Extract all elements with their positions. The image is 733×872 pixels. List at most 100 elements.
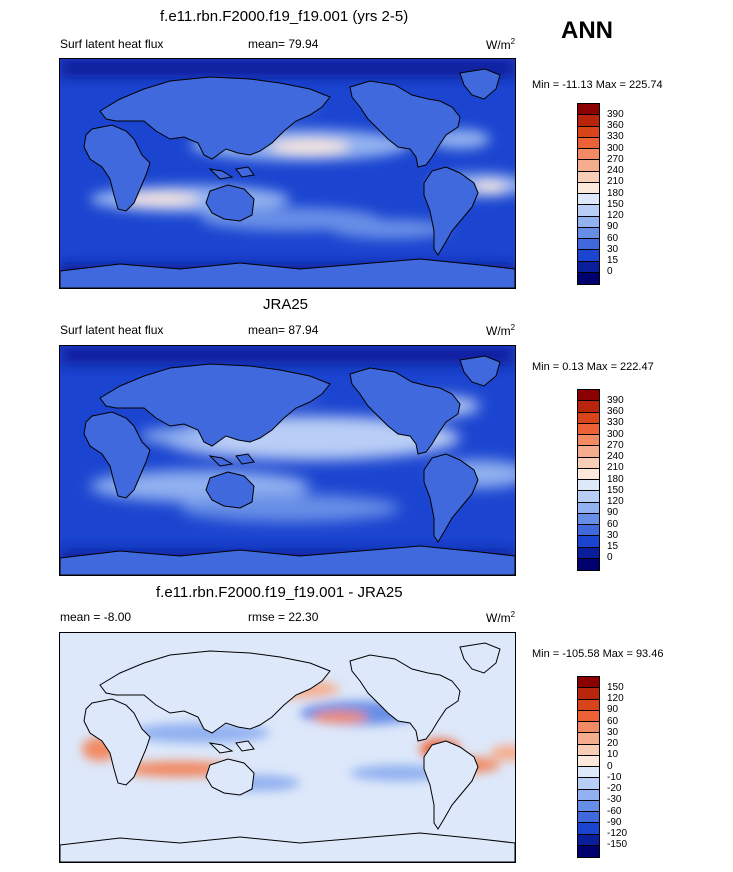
colorbar-tick-label: 150 — [607, 681, 624, 693]
colorbar-tick-label: -60 — [607, 805, 622, 817]
colorbar-swatch — [578, 722, 599, 734]
colorbar-swatch — [578, 800, 599, 812]
colorbar-tick-label: 300 — [607, 428, 624, 440]
colorbar-swatch — [578, 194, 599, 206]
colorbar-tick-label: 390 — [607, 108, 624, 120]
colorbar-swatch — [578, 390, 599, 402]
colorbar-swatch — [578, 547, 599, 559]
colorbar-tick-label: 210 — [607, 462, 624, 474]
colorbar-tick-label: 150 — [607, 484, 624, 496]
colorbar-tick-label: -10 — [607, 771, 622, 783]
colorbar-swatch — [578, 845, 599, 857]
colorbar-swatch — [578, 435, 599, 447]
colorbar-ticks-model: 390 360 330 300 270 240 210 180 150 120 90 60 30 15 0 — [607, 103, 647, 283]
colorbar-tick-label: 90 — [607, 704, 619, 716]
colorbar-swatch — [578, 126, 599, 138]
colorbar-swatch — [578, 558, 599, 570]
colorbar-tick-label: 270 — [607, 439, 624, 451]
colorbar-swatch — [578, 115, 599, 127]
units-label-obs: W/m2 — [486, 323, 516, 338]
colorbar-swatch — [578, 812, 599, 824]
minmax-label-model: Min = -11.13 Max = 225.74 — [532, 79, 663, 91]
colorbar-tick-label: 180 — [607, 187, 624, 199]
colorbar-swatch — [578, 137, 599, 149]
colorbar-tick-label: 120 — [607, 210, 624, 221]
colorbar-swatch — [578, 446, 599, 458]
colorbar-swatch — [578, 272, 599, 284]
colorbar-tick-label: 60 — [607, 518, 619, 530]
field-label-model: Surf latent heat flux — [60, 37, 164, 51]
colorbar-swatch — [578, 227, 599, 239]
colorbar-swatch — [578, 423, 599, 435]
units-label-diff: W/m2 — [486, 610, 516, 625]
colorbar-swatch — [578, 834, 599, 846]
colorbar-tick-label: 0 — [607, 760, 613, 772]
colorbar-obs — [577, 389, 600, 571]
minmax-label-diff: Min = -105.58 Max = 93.46 — [532, 648, 664, 660]
colorbar-tick-label: 270 — [607, 153, 624, 165]
colorbar-tick-label: 210 — [607, 176, 624, 188]
colorbar-tick-label: 15 — [607, 255, 619, 266]
colorbar-swatch — [578, 205, 599, 217]
colorbar-swatch — [578, 778, 599, 790]
colorbar-tick-label: 60 — [607, 232, 619, 244]
colorbar-tick-label: 120 — [607, 693, 624, 704]
panel-title-obs: JRA25 — [263, 296, 309, 313]
colorbar-swatch — [578, 468, 599, 480]
season-label: ANN — [561, 17, 613, 44]
colorbar-ticks-diff: 150 120 90 60 30 20 10 0 -10 -20 -30 -60 -90 -120 -150 — [607, 676, 647, 856]
colorbar-tick-label: 360 — [607, 120, 624, 131]
colorbar-swatch — [578, 744, 599, 756]
panel-title-model: f.e11.rbn.F2000.f19_f19.001 (yrs 2-5) — [160, 8, 409, 25]
colorbar-tick-label: 240 — [607, 451, 624, 462]
colorbar-tick-label: 30 — [607, 726, 619, 738]
colorbar-swatch — [578, 171, 599, 183]
colorbar-swatch — [578, 536, 599, 548]
colorbar-swatch — [578, 513, 599, 525]
colorbar-tick-label: 390 — [607, 394, 624, 406]
map-obs — [59, 345, 516, 576]
colorbar-swatch — [578, 182, 599, 194]
colorbar-swatch — [578, 525, 599, 537]
colorbar-tick-label: -120 — [607, 828, 628, 839]
colorbar-tick-label: 90 — [607, 507, 619, 519]
colorbar-swatch — [578, 699, 599, 711]
colorbar-swatch — [578, 688, 599, 700]
colorbar-swatch — [578, 104, 599, 116]
colorbar-tick-label: 0 — [607, 266, 613, 278]
colorbar-swatch — [578, 261, 599, 273]
colorbar-swatch — [578, 216, 599, 228]
map-diff — [59, 632, 516, 863]
colorbar-swatch — [578, 502, 599, 514]
minmax-label-obs: Min = 0.13 Max = 222.47 — [532, 361, 654, 373]
colorbar-tick-label: -150 — [607, 839, 628, 851]
colorbar-ticks-obs: 390 360 330 300 270 240 210 180 150 120 90 60 30 15 0 — [607, 389, 647, 569]
mean-label-obs: mean= 87.94 — [248, 323, 319, 337]
colorbar-swatch — [578, 250, 599, 262]
colorbar-tick-label: -30 — [607, 794, 622, 806]
mean-label-model: mean= 79.94 — [248, 37, 319, 51]
colorbar-swatch — [578, 677, 599, 689]
colorbar-swatch — [578, 160, 599, 172]
colorbar-diff — [577, 676, 600, 858]
map-model — [59, 58, 516, 289]
rmse-label-diff: rmse = 22.30 — [248, 610, 319, 624]
mean-label-diff: mean = -8.00 — [60, 610, 132, 624]
panel-title-diff: f.e11.rbn.F2000.f19_f19.001 - JRA25 — [156, 584, 403, 601]
colorbar-swatch — [578, 767, 599, 779]
colorbar-swatch — [578, 457, 599, 469]
colorbar-swatch — [578, 149, 599, 161]
colorbar-tick-label: 150 — [607, 198, 624, 210]
colorbar-swatch — [578, 491, 599, 503]
colorbar-tick-label: 90 — [607, 221, 619, 233]
colorbar-swatch — [578, 789, 599, 801]
colorbar-swatch — [578, 710, 599, 722]
field-label-obs: Surf latent heat flux — [60, 323, 164, 337]
colorbar-swatch — [578, 480, 599, 492]
colorbar-tick-label: 30 — [607, 243, 619, 255]
colorbar-swatch — [578, 401, 599, 413]
colorbar-tick-label: 120 — [607, 496, 624, 507]
units-label-model: W/m2 — [486, 37, 516, 52]
colorbar-tick-label: 300 — [607, 142, 624, 154]
colorbar-tick-label: 60 — [607, 715, 619, 727]
